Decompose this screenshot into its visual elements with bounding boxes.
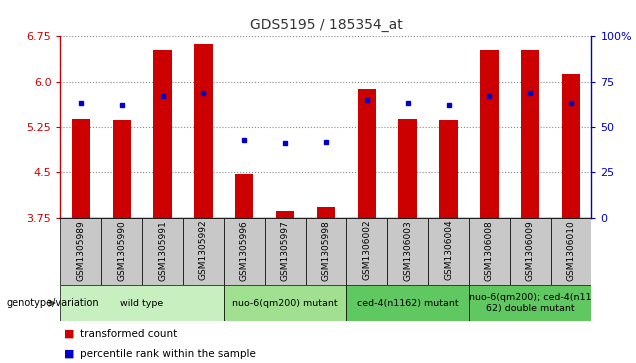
Bar xyxy=(510,218,551,285)
Text: ■: ■ xyxy=(64,329,74,339)
Text: GSM1305997: GSM1305997 xyxy=(280,220,289,281)
Bar xyxy=(60,285,224,321)
Text: percentile rank within the sample: percentile rank within the sample xyxy=(80,349,256,359)
Bar xyxy=(469,285,591,321)
Title: GDS5195 / 185354_at: GDS5195 / 185354_at xyxy=(249,19,403,33)
Bar xyxy=(194,44,212,218)
Bar xyxy=(469,218,510,285)
Bar xyxy=(317,207,335,218)
Bar xyxy=(387,218,428,285)
Bar xyxy=(439,121,458,218)
Bar xyxy=(357,89,376,218)
Bar xyxy=(183,218,224,285)
Text: GSM1306004: GSM1306004 xyxy=(444,220,453,281)
Bar xyxy=(113,121,131,218)
Bar xyxy=(428,218,469,285)
Bar xyxy=(480,50,499,218)
Bar xyxy=(142,218,183,285)
Bar xyxy=(399,119,417,218)
Bar xyxy=(551,218,591,285)
Bar xyxy=(347,285,469,321)
Bar xyxy=(562,74,580,218)
Text: transformed count: transformed count xyxy=(80,329,177,339)
Bar xyxy=(72,119,90,218)
Text: GSM1306009: GSM1306009 xyxy=(526,220,535,281)
Text: GSM1305998: GSM1305998 xyxy=(321,220,331,281)
Bar xyxy=(60,218,101,285)
Text: GSM1305992: GSM1305992 xyxy=(199,220,208,281)
Bar xyxy=(276,211,294,218)
Text: wild type: wild type xyxy=(120,299,163,307)
Text: GSM1305991: GSM1305991 xyxy=(158,220,167,281)
Bar xyxy=(305,218,347,285)
Bar xyxy=(521,50,539,218)
Bar xyxy=(153,50,172,218)
Text: GSM1306002: GSM1306002 xyxy=(363,220,371,281)
Text: GSM1305996: GSM1305996 xyxy=(240,220,249,281)
Bar xyxy=(265,218,305,285)
Text: GSM1306003: GSM1306003 xyxy=(403,220,412,281)
Text: ■: ■ xyxy=(64,349,74,359)
Text: nuo-6(qm200); ced-4(n11
62) double mutant: nuo-6(qm200); ced-4(n11 62) double mutan… xyxy=(469,293,591,313)
Bar xyxy=(224,218,265,285)
Text: nuo-6(qm200) mutant: nuo-6(qm200) mutant xyxy=(232,299,338,307)
Bar xyxy=(235,174,253,218)
Text: GSM1305990: GSM1305990 xyxy=(117,220,126,281)
Text: GSM1306010: GSM1306010 xyxy=(567,220,576,281)
Text: ced-4(n1162) mutant: ced-4(n1162) mutant xyxy=(357,299,459,307)
Bar xyxy=(101,218,142,285)
Text: genotype/variation: genotype/variation xyxy=(6,298,99,308)
Bar xyxy=(347,218,387,285)
Text: GSM1306008: GSM1306008 xyxy=(485,220,494,281)
Text: GSM1305989: GSM1305989 xyxy=(76,220,85,281)
Bar xyxy=(224,285,347,321)
